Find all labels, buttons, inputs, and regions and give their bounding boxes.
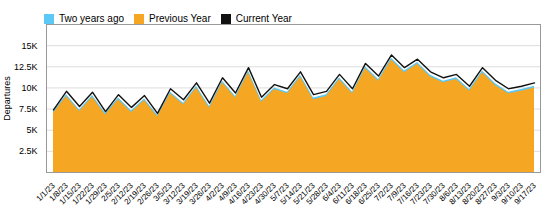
svg-text:2.5K: 2.5K [19, 146, 38, 156]
html-text:Previous Year: Previous Year [149, 13, 211, 24]
svg-text:3/26/23: 3/26/23 [187, 181, 213, 207]
svg-text:4/2/23: 4/2/23 [203, 181, 226, 204]
svg-text:6/25/23: 6/25/23 [356, 181, 382, 207]
svg-text:1/22/23: 1/22/23 [70, 181, 96, 207]
svg-text:5/28/23: 5/28/23 [304, 181, 330, 207]
svg-text:10K: 10K [21, 83, 37, 93]
svg-text:4/16/23: 4/16/23 [226, 181, 252, 207]
svg-text:3/5/23: 3/5/23 [151, 181, 174, 204]
svg-text:6/4/23: 6/4/23 [320, 181, 343, 204]
svg-text:7/2/23: 7/2/23 [372, 181, 395, 204]
svg-text:9/17/23: 9/17/23 [512, 181, 538, 207]
svg-text:1/8/23: 1/8/23 [47, 181, 70, 204]
svg-text:5K: 5K [26, 125, 37, 135]
svg-text:8/27/23: 8/27/23 [473, 181, 499, 207]
svg-text:8/20/23: 8/20/23 [460, 181, 486, 207]
svg-text:6/18/23: 6/18/23 [343, 181, 369, 207]
svg-text:2/5/23: 2/5/23 [99, 181, 122, 204]
svg-text:7/30/23: 7/30/23 [421, 181, 447, 207]
svg-text:7/23/23: 7/23/23 [408, 181, 434, 207]
svg-text:2/19/23: 2/19/23 [122, 181, 148, 207]
svg-text:4/30/23: 4/30/23 [252, 181, 278, 207]
svg-text:8/6/23: 8/6/23 [437, 181, 460, 204]
svg-text:2/12/23: 2/12/23 [109, 181, 135, 207]
svg-text:9/10/23: 9/10/23 [499, 181, 525, 207]
svg-text:5/14/23: 5/14/23 [278, 181, 304, 207]
svg-text:2/26/23: 2/26/23 [135, 181, 161, 207]
svg-text:7.5K: 7.5K [19, 104, 38, 114]
svg-text:8/13/23: 8/13/23 [447, 181, 473, 207]
svg-text:4/23/23: 4/23/23 [239, 181, 265, 207]
svg-text:12.5K: 12.5K [14, 62, 38, 72]
svg-text:1/1/23: 1/1/23 [34, 181, 57, 204]
svg-text:15K: 15K [21, 41, 37, 51]
html-text:Current Year: Current Year [235, 13, 292, 24]
svg-text:5/21/23: 5/21/23 [291, 181, 317, 207]
svg-text:Departures: Departures [2, 76, 12, 121]
svg-text:6/11/23: 6/11/23 [330, 181, 356, 206]
svg-text:7/9/23: 7/9/23 [385, 181, 408, 204]
svg-text:1/15/23: 1/15/23 [57, 181, 83, 207]
html-text:Two years ago: Two years ago [59, 13, 124, 24]
svg-text:7/16/23: 7/16/23 [395, 181, 421, 207]
svg-text:5/7/23: 5/7/23 [268, 181, 291, 204]
svg-text:3/19/23: 3/19/23 [174, 181, 200, 207]
svg-text:4/9/23: 4/9/23 [216, 181, 239, 204]
svg-text:9/3/23: 9/3/23 [489, 181, 512, 204]
svg-text:1/29/23: 1/29/23 [83, 181, 109, 207]
svg-text:3/12/23: 3/12/23 [161, 181, 187, 207]
